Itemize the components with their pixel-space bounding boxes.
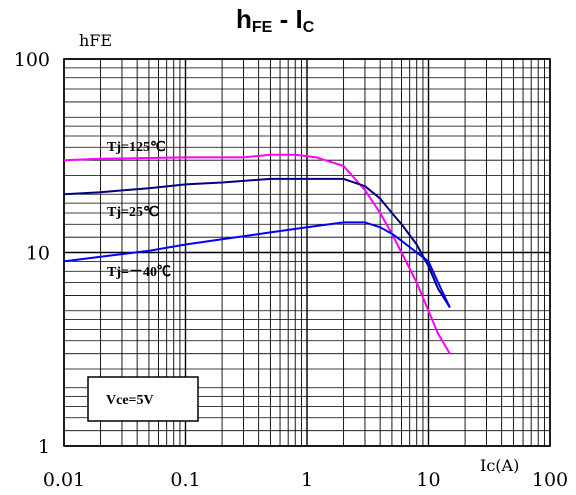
x-tick-label: 0.1 xyxy=(170,469,200,491)
series-label-minus40: Tj=－40℃ xyxy=(107,265,171,280)
series-label-25: Tj=25℃ xyxy=(107,205,159,220)
y-tick-label: 10 xyxy=(26,243,50,265)
y-tick-label: 100 xyxy=(14,49,50,71)
tick-labels: 0.01 0.1 1 10 100 1 10 100 xyxy=(14,49,568,491)
series-label-125: Tj=125℃ xyxy=(107,140,166,155)
x-tick-label: 10 xyxy=(416,469,440,491)
plot-frame xyxy=(63,58,551,447)
y-tick-label: 1 xyxy=(38,436,50,458)
chart-title: hFE - IC xyxy=(236,4,315,36)
y-axis-label: hFE xyxy=(79,31,112,50)
series-line-0 xyxy=(63,153,451,355)
condition-label: Vce=5V xyxy=(106,393,154,408)
x-tick-label: 100 xyxy=(532,469,568,491)
series-lines xyxy=(63,153,451,355)
condition-box xyxy=(87,376,199,422)
series-line-1 xyxy=(63,177,451,309)
grid xyxy=(63,58,551,447)
x-tick-label: 1 xyxy=(301,469,313,491)
x-axis-label: Ic(A) xyxy=(480,456,519,475)
x-tick-label: 0.01 xyxy=(43,469,85,491)
series-line-2 xyxy=(63,221,451,308)
